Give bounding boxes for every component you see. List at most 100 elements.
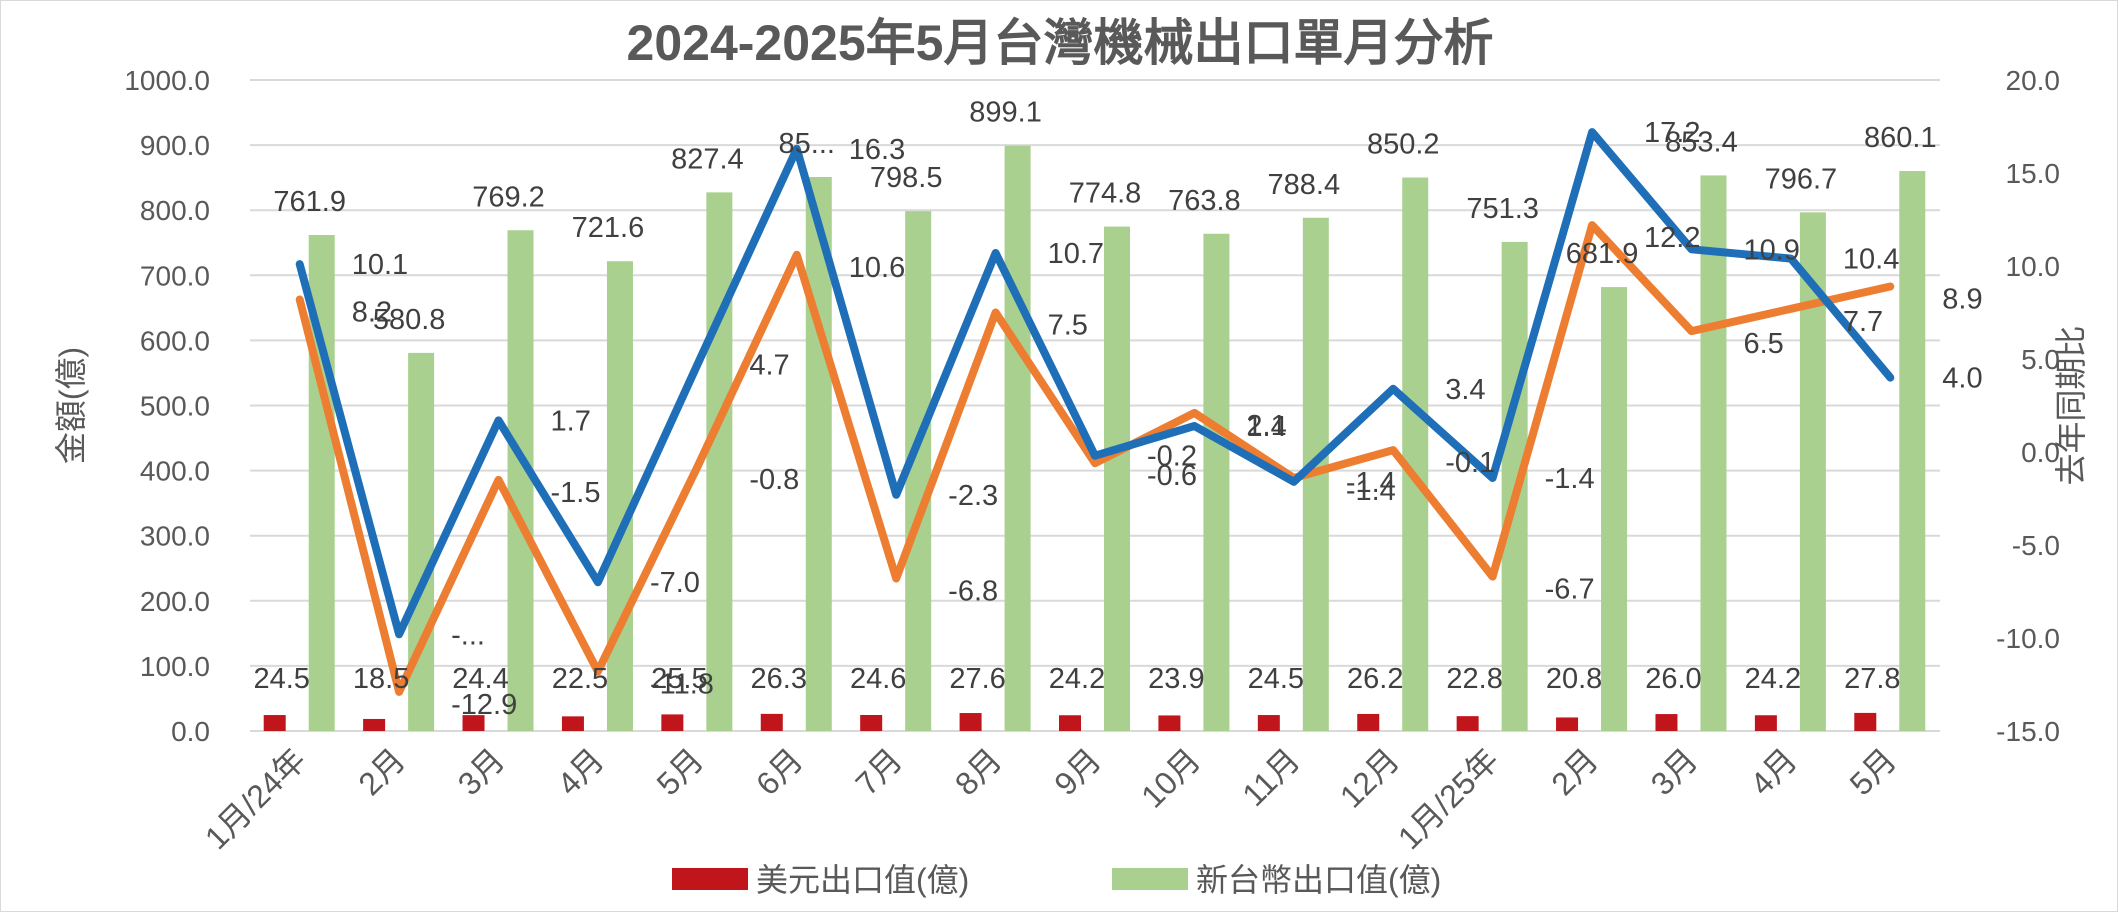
yoy-orange-point	[1092, 460, 1098, 467]
yoy-orange-point	[396, 688, 403, 695]
ntd-data-label: 796.7	[1765, 163, 1838, 195]
yoy-blue-point	[296, 261, 303, 268]
usd-bar	[1456, 716, 1479, 731]
yoy-blue-data-label: -7.0	[650, 567, 700, 599]
x-tick-label: 4月	[550, 741, 611, 802]
x-tick-label: 10月	[1134, 741, 1207, 814]
yoy-blue-point	[1688, 246, 1695, 253]
ntd-bar	[606, 261, 633, 731]
x-tick-label: 1月/24年	[198, 741, 313, 856]
ntd-data-label: 774.8	[1069, 178, 1142, 210]
ntd-data-label: 827.4	[671, 143, 744, 175]
y2-tick-label: -5.0	[2012, 530, 2060, 561]
usd-data-label: 27.6	[949, 663, 1005, 695]
yoy-orange-data-label: -6.7	[1545, 574, 1595, 606]
ntd-bar	[1203, 233, 1230, 731]
x-tick-label: 11月	[1235, 741, 1307, 813]
ntd-data-label: 853.4	[1665, 126, 1738, 158]
yoy-orange-point	[1191, 409, 1198, 416]
yoy-blue-data-label: -0.2	[1147, 441, 1197, 473]
usd-data-label: 24.5	[1248, 663, 1304, 695]
yoy-orange-data-label: 7.7	[1843, 306, 1883, 338]
x-tick-label: 9月	[1047, 741, 1108, 802]
yoy-orange-data-label: 8.2	[352, 296, 392, 328]
yoy-blue-data-label: -2.3	[948, 480, 998, 512]
ntd-bar	[706, 192, 733, 731]
yoy-orange-data-label: 10.6	[849, 252, 905, 284]
y-tick-label: 400.0	[140, 456, 210, 487]
yoy-blue-point	[1191, 422, 1198, 429]
y2-tick-label: 20.0	[2006, 65, 2061, 96]
usd-data-label: 26.3	[751, 663, 807, 695]
yoy-blue-point	[1787, 255, 1794, 262]
ntd-bar	[1700, 175, 1727, 732]
ntd-bar	[1104, 226, 1130, 731]
yoy-blue-point	[1887, 374, 1894, 381]
y2-axis-title: 去年同期比	[2053, 325, 2089, 485]
yoy-blue-point	[793, 145, 800, 152]
y2-tick-label: 10.0	[2006, 251, 2061, 282]
ntd-bar	[1402, 177, 1429, 732]
yoy-blue-point	[396, 631, 403, 638]
usd-bar	[1257, 715, 1280, 731]
y-axis-title: 金額(億)	[53, 347, 89, 464]
ntd-data-label: 751.3	[1466, 193, 1539, 225]
yoy-blue-data-label: 10.7	[1048, 238, 1104, 270]
yoy-orange-data-label: 12.2	[1644, 222, 1700, 254]
yoy-blue-point	[495, 417, 502, 424]
yoy-orange-point	[893, 575, 900, 582]
usd-data-label: 24.5	[253, 663, 309, 695]
usd-data-label: 18.5	[353, 663, 409, 695]
yoy-orange-data-label: -11.8	[650, 668, 714, 700]
legend-ntd-swatch	[1112, 868, 1188, 890]
yoy-blue-data-label: -...	[451, 619, 485, 651]
x-tick-label: 5月	[650, 741, 711, 802]
yoy-blue-point	[992, 249, 999, 256]
usd-data-label: 22.8	[1446, 663, 1502, 695]
x-tick-label: 7月	[848, 741, 909, 802]
yoy-orange-point	[1688, 328, 1695, 335]
usd-bar	[1754, 715, 1777, 731]
y-tick-label: 200.0	[140, 586, 210, 617]
yoy-orange-data-label: -1.4	[1346, 475, 1396, 507]
y2-tick-label: -15.0	[1996, 716, 2060, 747]
usd-bar	[860, 714, 883, 731]
y-tick-label: 1000.0	[124, 65, 210, 96]
y2-tick-label: 5.0	[2021, 344, 2060, 375]
ntd-data-label: 769.2	[472, 181, 545, 213]
y-tick-label: 100.0	[140, 651, 210, 682]
ntd-data-label: 580.8	[373, 304, 446, 336]
yoy-orange-data-label: -0.8	[749, 464, 799, 496]
yoy-blue-data-label: 16.3	[849, 134, 905, 166]
ntd-data-label: 85...	[779, 128, 835, 160]
usd-bar	[1357, 713, 1380, 731]
x-tick-label: 1月/25年	[1391, 741, 1506, 856]
usd-data-label: 23.9	[1148, 663, 1204, 695]
usd-bar	[959, 713, 982, 731]
yoy-blue-point	[893, 491, 900, 498]
yoy-blue-point	[594, 579, 601, 586]
ntd-data-label: 681.9	[1566, 238, 1639, 270]
y-tick-label: 700.0	[140, 260, 210, 291]
yoy-blue-point	[1290, 478, 1297, 485]
y-tick-label: 800.0	[140, 195, 210, 226]
yoy-blue-data-label: 4.7	[749, 350, 789, 382]
usd-data-label: 20.8	[1546, 663, 1602, 695]
yoy-orange-point	[495, 476, 502, 483]
yoy-blue-data-label: 10.4	[1843, 244, 1899, 276]
usd-bar	[263, 715, 286, 731]
y-tick-label: 900.0	[140, 130, 210, 161]
yoy-orange-point	[296, 296, 303, 303]
yoy-orange-point	[594, 668, 601, 675]
x-tick-label: 12月	[1333, 741, 1406, 814]
legend-ntd-label: 新台幣出口值(億)	[1196, 862, 1441, 898]
usd-data-label: 24.2	[1745, 663, 1801, 695]
yoy-blue-point	[1390, 385, 1397, 392]
usd-bar	[760, 713, 783, 731]
usd-data-label: 24.4	[452, 663, 508, 695]
usd-data-label: 22.5	[552, 663, 608, 695]
yoy-blue-data-label: 10.1	[352, 249, 408, 281]
usd-data-label: 25.5	[651, 663, 707, 695]
x-tick-label: 6月	[749, 741, 810, 802]
